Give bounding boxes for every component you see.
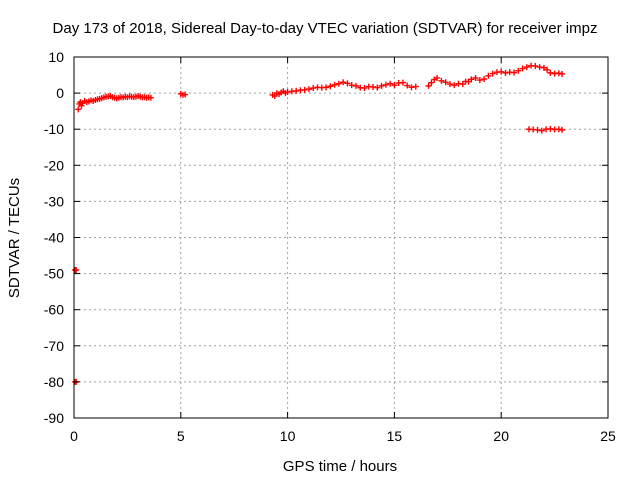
data-point [511, 69, 518, 76]
data-point [534, 126, 541, 133]
data-point [412, 83, 419, 90]
data-point [374, 84, 381, 91]
data-points [72, 62, 566, 385]
x-tick-label: 0 [70, 428, 78, 444]
tick-labels: 0 5 10 15 20 25 10 0 -10 -20 -30 -40 -50 -60 -70 -80 -90 [44, 49, 616, 444]
data-point [555, 126, 562, 133]
data-point [523, 64, 530, 71]
y-tick-label: -60 [44, 302, 64, 318]
x-tick-label: 25 [600, 428, 616, 444]
data-point [468, 76, 475, 83]
y-tick-label: -20 [44, 157, 64, 173]
data-point [498, 68, 505, 75]
data-point [472, 74, 479, 81]
data-point [284, 89, 291, 96]
data-point [382, 81, 389, 88]
data-point [335, 80, 342, 87]
y-tick-label: -80 [44, 374, 64, 390]
data-point [399, 79, 406, 86]
data-point [344, 80, 351, 87]
data-point [481, 76, 488, 83]
data-point [352, 82, 359, 89]
data-point [536, 64, 543, 71]
data-point [519, 65, 526, 72]
data-point [438, 77, 445, 84]
data-point [489, 70, 496, 77]
data-point [428, 79, 435, 86]
y-tick-label: -50 [44, 266, 64, 282]
data-point [293, 87, 300, 94]
data-point [348, 82, 355, 89]
data-point [515, 67, 522, 74]
data-point [391, 82, 398, 89]
data-point [532, 63, 539, 70]
data-point [331, 81, 338, 88]
x-tick-label: 15 [387, 428, 403, 444]
data-point [305, 86, 312, 93]
data-point [323, 84, 330, 91]
data-point [301, 86, 308, 93]
y-tick-label: 0 [56, 85, 64, 101]
data-point [75, 106, 82, 113]
axis-ticks [73, 56, 609, 419]
data-point [446, 81, 453, 88]
data-point [434, 74, 441, 81]
data-point [370, 83, 377, 90]
data-point [540, 64, 547, 71]
y-tick-label: -90 [44, 410, 64, 426]
data-point [502, 69, 509, 76]
chart-title: Day 173 of 2018, Sidereal Day-to-day VTE… [53, 20, 598, 37]
data-point [310, 85, 317, 92]
data-point [361, 85, 368, 92]
data-point [544, 66, 551, 73]
data-point [442, 79, 449, 86]
y-tick-label: -40 [44, 230, 64, 246]
y-tick-label: -30 [44, 193, 64, 209]
x-axis-title: GPS time / hours [283, 458, 397, 475]
data-point [327, 83, 334, 90]
data-point [340, 79, 347, 86]
grid-lines [74, 57, 608, 418]
data-point [559, 70, 566, 77]
y-axis-title: SDTVAR / TECUs [6, 178, 23, 298]
data-point [538, 127, 545, 134]
data-point [559, 126, 566, 133]
data-point [182, 91, 189, 98]
data-point [425, 82, 432, 89]
y-tick-label: -70 [44, 338, 64, 354]
data-point [378, 82, 385, 89]
x-tick-label: 5 [177, 428, 185, 444]
x-tick-label: 10 [280, 428, 296, 444]
data-point [555, 70, 562, 77]
data-point [404, 82, 411, 89]
data-point [547, 125, 554, 132]
data-point [387, 80, 394, 87]
x-tick-label: 20 [493, 428, 509, 444]
data-point [408, 84, 415, 91]
data-point [147, 94, 154, 101]
y-tick-label: -10 [44, 121, 64, 137]
data-point [476, 77, 483, 84]
data-point [451, 82, 458, 89]
data-point [485, 72, 492, 79]
y-tick-label: 10 [48, 49, 64, 65]
data-point [547, 69, 554, 76]
